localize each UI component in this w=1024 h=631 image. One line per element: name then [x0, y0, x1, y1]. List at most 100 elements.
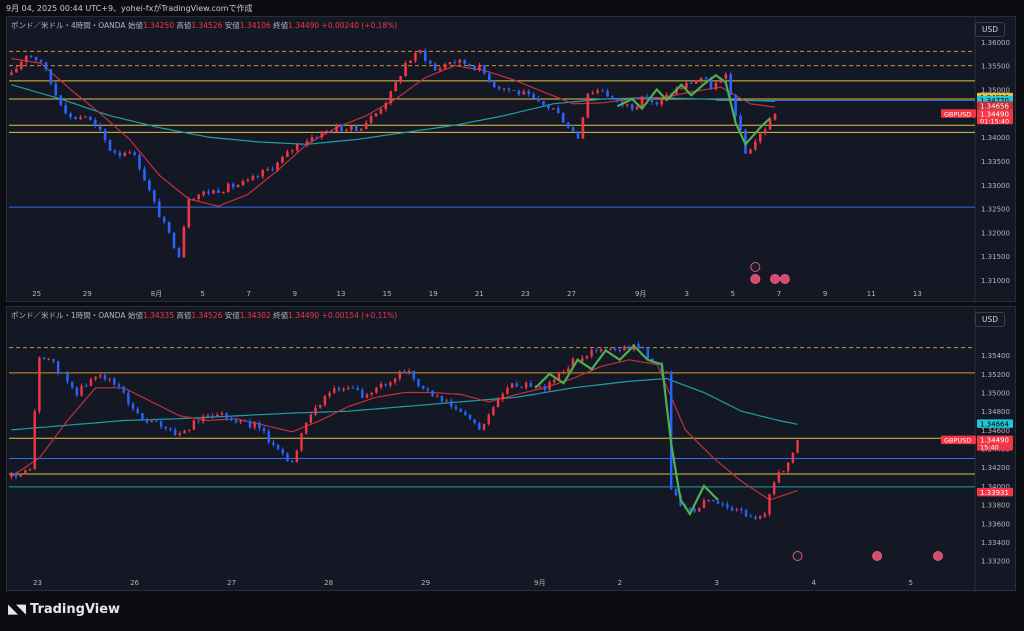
x-tick-label: 5 — [200, 290, 204, 298]
candle-body — [305, 141, 309, 145]
currency-button[interactable]: USD — [974, 22, 1005, 37]
candle-body — [173, 429, 177, 435]
candle-body — [356, 387, 359, 390]
y-tick-label: 1.35200 — [981, 371, 1010, 379]
y-tick-label: 1.33600 — [981, 520, 1010, 528]
candle-body — [704, 77, 708, 80]
candle-body — [103, 129, 107, 141]
chart-canvas-4h[interactable]: 1.360001.355001.350001.345001.340001.335… — [7, 17, 1017, 303]
candle-body — [522, 91, 526, 95]
tradingview-logo: ◣◥ TradingView — [8, 602, 120, 617]
candle-body — [665, 371, 668, 373]
candle-body — [157, 201, 161, 218]
candle-body — [108, 140, 112, 151]
candle-body — [510, 383, 514, 388]
candle-body — [155, 421, 158, 423]
candle-body — [246, 179, 250, 182]
symbol-tag-box — [941, 109, 976, 118]
candle-body — [145, 420, 149, 423]
x-tick-label: 3 — [685, 290, 689, 298]
candle-body — [688, 508, 692, 510]
candle-body — [796, 440, 799, 453]
chart-panel-1h[interactable]: ポンド／米ドル・1時間・OANDA 始値1.34335 高値1.34526 安値… — [6, 306, 1017, 592]
price-label-text: 1.33931 — [980, 489, 1009, 497]
price-label-text: 1.34664 — [980, 420, 1009, 428]
chart-panel-4h[interactable]: ポンド／米ドル・4時間・OANDA 始値1.34250 高値1.34526 安値… — [6, 16, 1017, 303]
candle-body — [364, 122, 368, 130]
candle-body — [231, 183, 235, 188]
candle-body — [56, 361, 60, 373]
symbol-tag-box — [941, 435, 976, 445]
candle-body — [361, 389, 364, 398]
candle-body — [10, 474, 13, 477]
candle-body — [618, 349, 621, 351]
candle-body — [39, 60, 43, 63]
close-label: 終値 — [273, 311, 289, 320]
currency-button[interactable]: USD — [974, 312, 1005, 327]
candle-body — [561, 112, 565, 123]
candle-body — [197, 420, 200, 422]
price-label-text: 1.34770 — [980, 97, 1009, 105]
candle-body — [749, 516, 752, 518]
candle-body — [384, 102, 388, 110]
ohlc-header: ポンド／米ドル・1時間・OANDA 始値1.34335 高値1.34526 安値… — [11, 310, 397, 321]
candle-body — [529, 382, 533, 387]
candle-body — [685, 82, 688, 89]
candle-body — [271, 169, 274, 171]
candle-body — [419, 50, 422, 53]
candle-body — [113, 150, 117, 153]
candle-body — [340, 125, 343, 132]
candle-body — [507, 88, 511, 90]
candle-body — [454, 406, 458, 409]
candle-body — [20, 61, 23, 69]
candle-body — [426, 388, 430, 391]
candle-body — [369, 116, 373, 123]
sma-fast-line — [11, 57, 776, 207]
candle-body — [782, 471, 785, 473]
candle-body — [24, 470, 27, 475]
candle-body — [226, 183, 230, 192]
candle-body — [88, 116, 92, 120]
price-label-countdown: 15:40 — [980, 444, 999, 452]
candle-body — [355, 125, 358, 131]
chart-canvas-1h[interactable]: 1.35400 1.35200 1.35000 1.34800 1.34600 1.344… — [7, 307, 1017, 592]
event-flag-icon — [779, 274, 790, 284]
close-value: 1.34490 — [288, 311, 320, 320]
candle-body — [412, 370, 416, 380]
candle-body — [118, 152, 122, 156]
candle-body — [300, 433, 303, 451]
candle-body — [739, 115, 742, 131]
candle-body — [616, 98, 619, 102]
candle-body — [177, 247, 181, 258]
event-bolt-icon — [750, 262, 761, 272]
candle-body — [768, 119, 772, 130]
candle-body — [24, 55, 28, 62]
high-label: 高値 — [176, 21, 192, 30]
price-label-box — [977, 487, 1013, 497]
candle-body — [389, 382, 392, 386]
candle-body — [393, 378, 397, 383]
price-label-countdown: 01:15:40 — [980, 117, 1009, 125]
candle-body — [596, 90, 599, 93]
x-tick-label: 9月 — [635, 290, 646, 298]
candle-body — [463, 59, 466, 65]
candle-body — [141, 413, 144, 421]
symbol-title: ポンド／米ドル・4時間・OANDA — [11, 21, 126, 30]
candle-body — [502, 88, 506, 90]
candle-body — [630, 104, 634, 110]
candle-body — [552, 108, 555, 110]
candle-body — [547, 104, 550, 109]
candle-body — [398, 371, 401, 379]
candle-body — [300, 143, 304, 145]
candle-body — [178, 433, 182, 435]
candle-body — [458, 59, 462, 63]
candle-body — [202, 191, 205, 195]
candle-body — [286, 151, 289, 157]
price-label-box — [977, 435, 1013, 451]
change-value: +0.00154 (+0.11%) — [321, 311, 398, 320]
candle-body — [253, 422, 256, 428]
y-tick-label: 1.32000 — [981, 229, 1010, 237]
event-flag-icon — [770, 274, 781, 284]
candle-body — [117, 384, 121, 387]
candle-body — [345, 129, 348, 132]
